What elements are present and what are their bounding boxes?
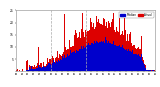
Legend: Median, Actual: Median, Actual	[119, 12, 154, 18]
